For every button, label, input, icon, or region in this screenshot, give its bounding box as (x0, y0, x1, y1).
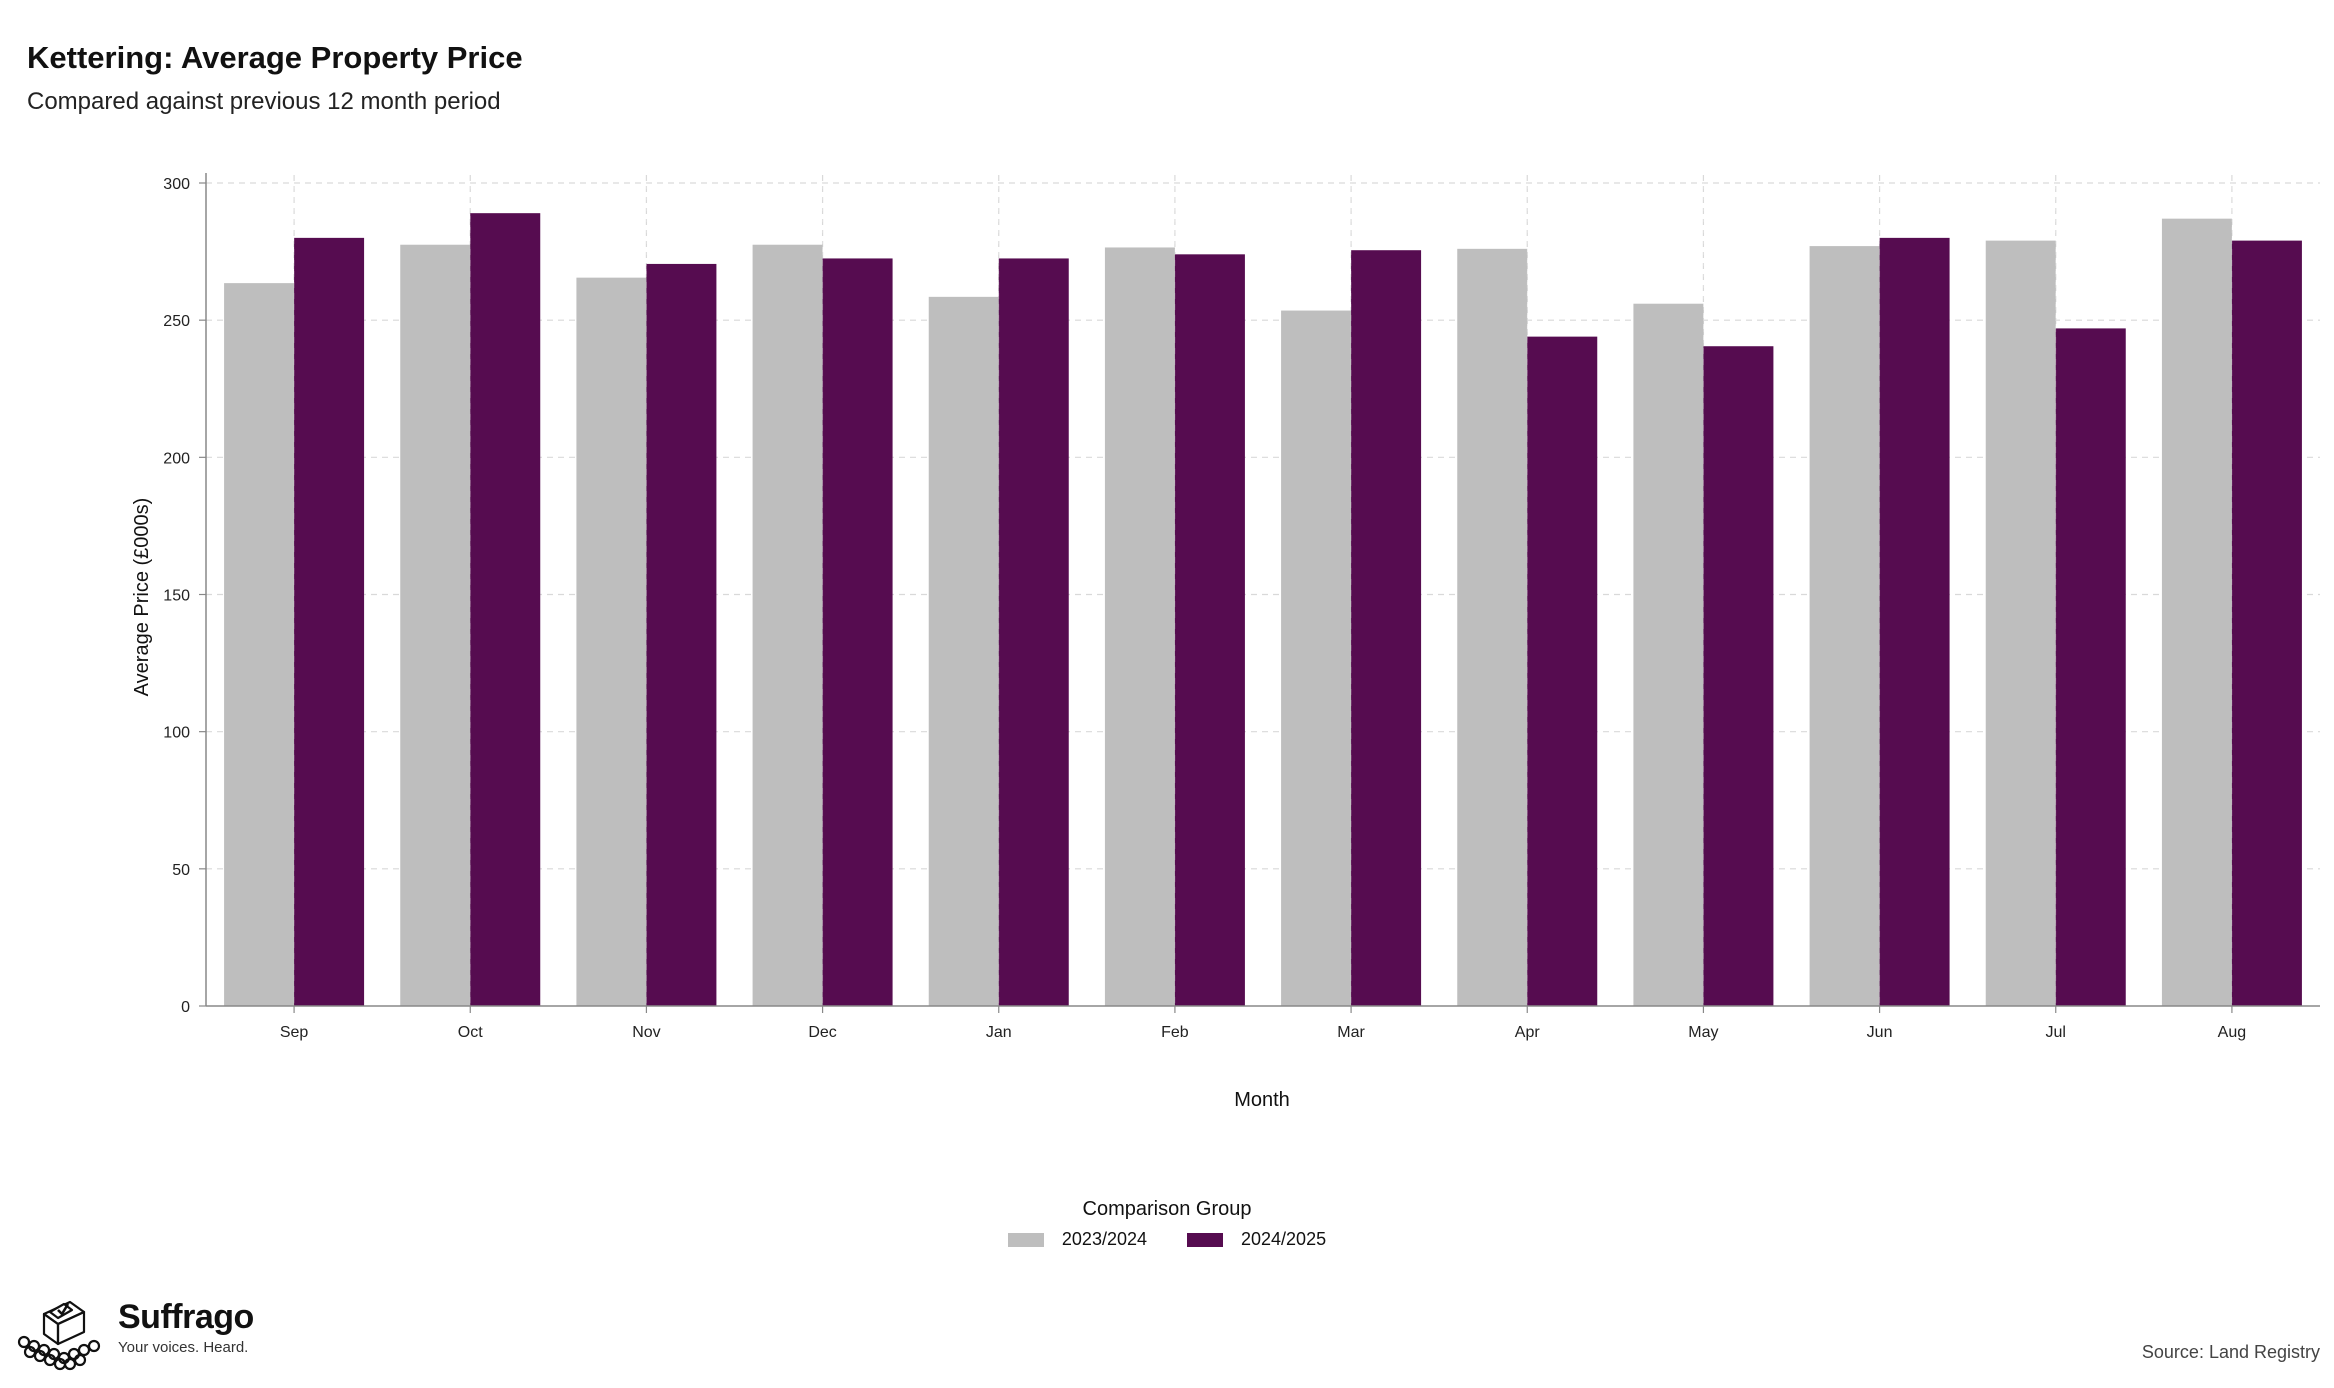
x-tick-label: Aug (2218, 1024, 2246, 1041)
bar-2023-2024-oct (400, 244, 471, 1007)
bar-2024-2025-apr (1527, 336, 1598, 1006)
y-tick-label: 100 (163, 725, 190, 742)
bar-2023-2024-nov (576, 277, 647, 1006)
bar-2023-2024-mar (1281, 310, 1352, 1006)
legend-label: 2023/2024 (1061, 1229, 1147, 1249)
bar-2024-2025-nov (646, 263, 717, 1006)
brand-logo: Suffrago Your voices. Heard. (14, 1292, 254, 1377)
bar-2024-2025-may (1703, 346, 1774, 1006)
ballot-box-icon (14, 1292, 110, 1377)
chart-title: Kettering: Average Property Price (27, 40, 523, 75)
x-tick-label: Feb (1161, 1024, 1189, 1041)
legend-title: Comparison Group (1082, 1198, 1252, 1220)
y-tick-label: 50 (172, 862, 190, 879)
x-tick-label: Oct (458, 1024, 483, 1041)
bar-2023-2024-aug (2161, 218, 2232, 1006)
y-tick-label: 300 (163, 176, 190, 193)
x-tick-label: Jul (2046, 1024, 2066, 1041)
x-tick-label: Apr (1515, 1024, 1541, 1041)
x-tick-label: Sep (280, 1024, 309, 1041)
bar-2023-2024-feb (1104, 247, 1175, 1007)
source-note: Source: Land Registry (2141, 1342, 2320, 1362)
bar-2023-2024-dec (752, 244, 823, 1007)
legend-swatch (1007, 1232, 1044, 1247)
x-tick-label: Mar (1337, 1024, 1365, 1041)
y-tick-label: 200 (163, 450, 190, 467)
x-axis-title: Month (1234, 1089, 1290, 1111)
bar-2024-2025-jun (1879, 237, 1950, 1006)
legend-item-2023-2024: 2023/2024 (1007, 1229, 1147, 1250)
x-tick-label: Dec (808, 1024, 836, 1041)
legend-swatch (1187, 1232, 1223, 1247)
bar-2023-2024-jun (1809, 246, 1880, 1006)
legend-label: 2024/2025 (1241, 1229, 1327, 1249)
x-tick-label: Jan (986, 1024, 1012, 1041)
chart-subtitle: Compared against previous 12 month perio… (27, 88, 501, 115)
bar-2023-2024-apr (1457, 248, 1528, 1007)
bar-2024-2025-mar (1351, 250, 1422, 1006)
x-tick-label: May (1688, 1024, 1718, 1041)
y-tick-label: 150 (163, 588, 190, 605)
bar-2023-2024-jul (1985, 240, 2056, 1007)
bar-2024-2025-feb (1174, 254, 1245, 1006)
y-axis-title: Average Price (£000s) (131, 498, 153, 697)
legend-item-2024-2025: 2024/2025 (1187, 1229, 1326, 1250)
grid-lines (206, 175, 2320, 1006)
brand-name: Suffrago (118, 1298, 254, 1336)
y-tick-label: 250 (163, 313, 190, 330)
bars (224, 183, 2302, 1007)
bar-2023-2024-jan (928, 296, 999, 1006)
x-tick-label: Nov (632, 1024, 660, 1041)
brand-tagline: Your voices. Heard. (118, 1339, 249, 1356)
bar-2024-2025-jan (998, 258, 1069, 1007)
legend: Comparison Group 2023/2024 2024/2025 (0, 1198, 2334, 1250)
x-tick-label: Jun (1867, 1024, 1893, 1041)
bar-2023-2024-may (1633, 303, 1704, 1006)
bar-2024-2025-sep (294, 237, 365, 1006)
axes: 0 50 100 150 200 250 300 Sep Oct Nov Dec Jan Feb Mar A… (163, 173, 2320, 1041)
bar-2024-2025-aug (2231, 240, 2302, 1007)
bar-2024-2025-jul (2055, 328, 2126, 1006)
bar-2024-2025-dec (822, 258, 893, 1007)
bar-2024-2025-oct (470, 213, 541, 1007)
bar-2023-2024-sep (224, 283, 295, 1006)
y-tick-label: 0 (181, 999, 190, 1016)
